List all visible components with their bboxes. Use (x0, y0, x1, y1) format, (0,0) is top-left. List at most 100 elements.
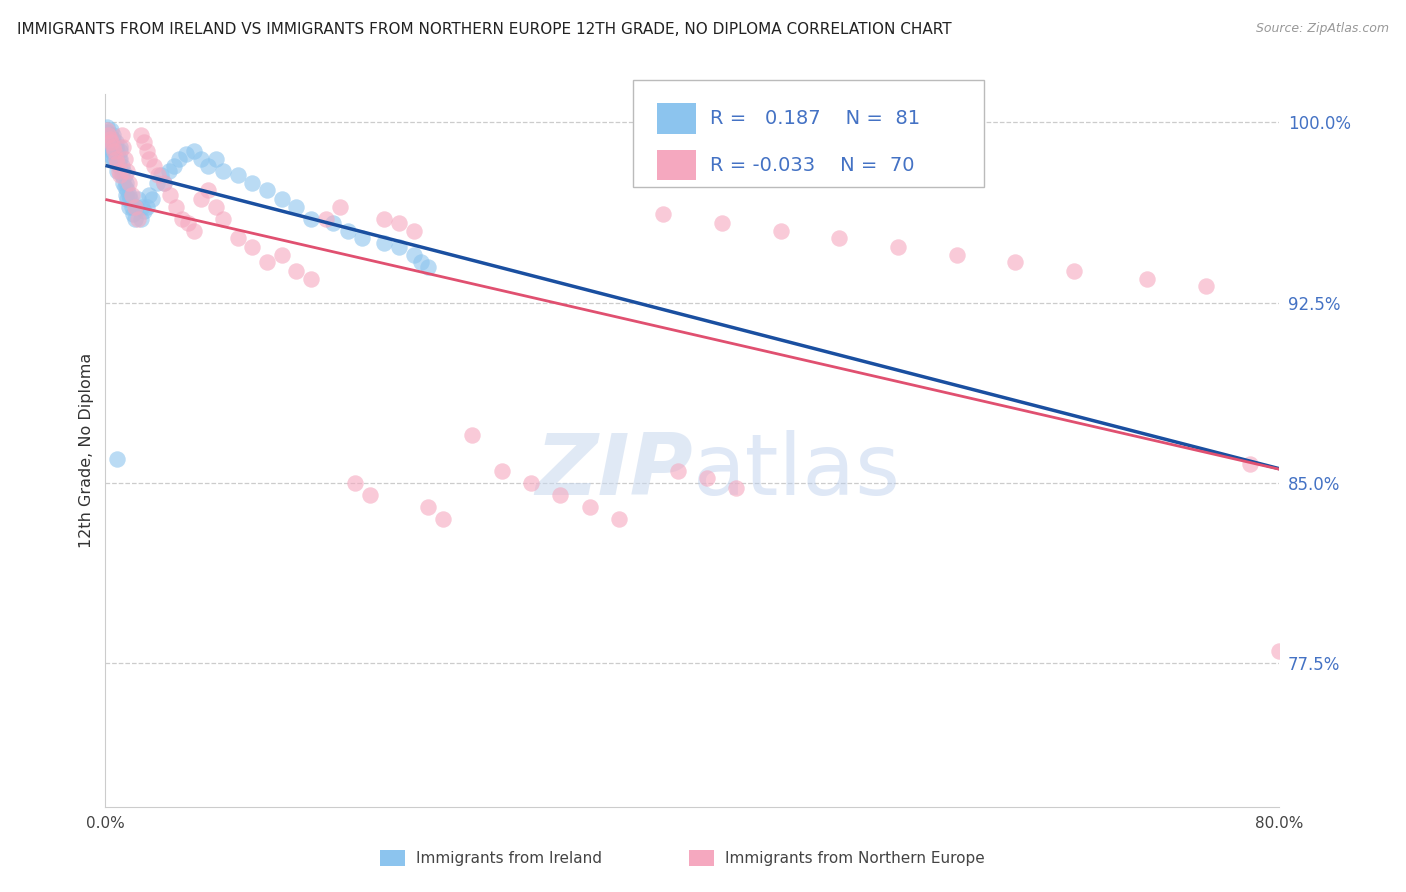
Point (170, 211, 193, 226)
Point (226, 169, 249, 183)
Point (211, 211, 233, 226)
Point (105, 451, 128, 466)
Point (373, 211, 395, 226)
Point (104, 135, 127, 149)
Point (101, 137, 124, 152)
Point (108, 139, 131, 153)
Point (176, 216, 198, 230)
Text: Immigrants from Northern Europe: Immigrants from Northern Europe (725, 851, 986, 865)
Point (359, 488, 381, 502)
Text: R = -0.033    N =  70: R = -0.033 N = 70 (710, 155, 914, 175)
Text: ZIP: ZIP (534, 430, 692, 514)
Point (710, 216, 733, 230)
Point (409, 255, 432, 269)
Y-axis label: 12th Grade, No Diploma: 12th Grade, No Diploma (79, 353, 94, 548)
Point (101, 139, 124, 153)
Point (183, 145, 205, 159)
Point (270, 193, 292, 207)
Point (97, 139, 120, 153)
Point (204, 152, 226, 166)
Point (211, 163, 233, 178)
Point (1239, 457, 1261, 471)
Point (101, 128, 124, 142)
Point (121, 187, 143, 202)
Point (666, 464, 689, 478)
Point (285, 264, 308, 278)
Point (112, 176, 135, 190)
Point (105, 153, 128, 168)
Point (652, 207, 675, 221)
Point (112, 163, 135, 178)
Point (115, 176, 138, 190)
Point (146, 176, 169, 190)
Point (103, 139, 125, 153)
Point (117, 163, 139, 178)
Point (240, 176, 263, 190)
Point (103, 145, 125, 159)
Point (96, 125, 118, 139)
Point (725, 481, 748, 495)
Point (117, 193, 139, 207)
Point (373, 235, 395, 250)
Point (132, 204, 155, 219)
Point (100, 145, 122, 159)
Point (432, 512, 454, 526)
Point (117, 183, 139, 197)
Point (352, 231, 374, 245)
Point (118, 200, 141, 214)
Point (163, 159, 186, 173)
Point (388, 240, 411, 254)
Point (226, 231, 249, 245)
Point (100, 135, 122, 149)
Point (135, 145, 157, 159)
Point (118, 176, 141, 190)
Point (1136, 271, 1159, 285)
Point (240, 240, 263, 254)
Point (157, 163, 180, 178)
Point (107, 152, 129, 166)
Point (315, 211, 337, 226)
Text: IMMIGRANTS FROM IRELAND VS IMMIGRANTS FROM NORTHERN EUROPE 12TH GRADE, NO DIPLOM: IMMIGRANTS FROM IRELAND VS IMMIGRANTS FR… (17, 22, 952, 37)
Point (153, 176, 176, 190)
Point (129, 211, 152, 226)
Point (828, 231, 851, 245)
Point (108, 169, 131, 183)
Point (98, 132, 121, 146)
Point (121, 200, 143, 214)
Point (96, 120, 118, 135)
Point (769, 224, 792, 238)
Point (174, 146, 197, 161)
Point (105, 145, 128, 159)
Point (197, 183, 219, 197)
Point (336, 224, 359, 238)
Point (153, 176, 176, 190)
Point (204, 200, 226, 214)
Point (101, 152, 124, 166)
Point (270, 247, 292, 261)
Text: R =   0.187    N =  81: R = 0.187 N = 81 (710, 109, 920, 128)
Point (285, 200, 308, 214)
Point (150, 169, 173, 183)
Point (402, 247, 425, 261)
Point (165, 200, 187, 214)
Point (100, 149, 122, 163)
Point (110, 128, 132, 142)
Point (183, 224, 205, 238)
Point (329, 200, 352, 214)
Point (127, 193, 149, 207)
Text: Immigrants from Ireland: Immigrants from Ireland (416, 851, 602, 865)
Point (120, 193, 142, 207)
Point (190, 152, 212, 166)
Point (129, 128, 152, 142)
Point (696, 471, 718, 485)
Point (190, 193, 212, 207)
Point (167, 152, 190, 166)
Point (135, 200, 157, 214)
Point (107, 163, 129, 178)
Point (114, 169, 136, 183)
Point (98, 142, 121, 156)
Point (97, 128, 120, 142)
Point (550, 488, 572, 502)
Point (104, 149, 127, 163)
Point (343, 475, 366, 490)
